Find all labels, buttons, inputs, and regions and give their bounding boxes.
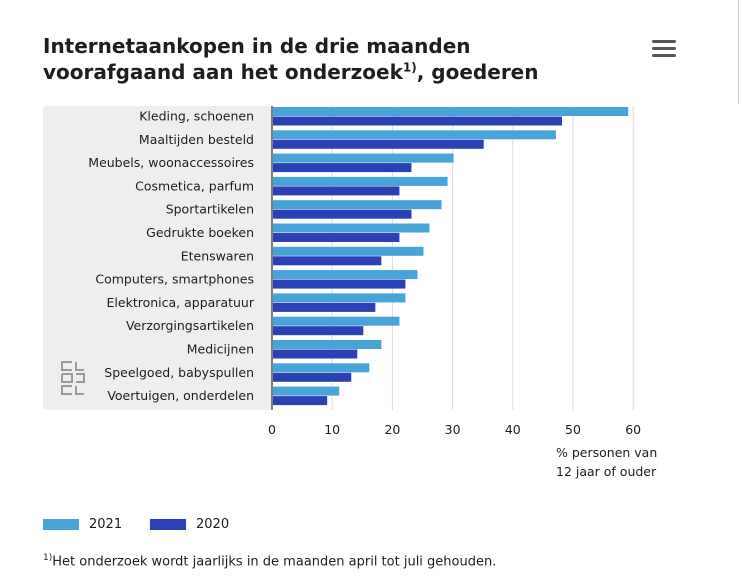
bar-chart: Kleding, schoenen Maaltijden besteld Meube… [43,106,657,479]
footnote-marker: 1) [43,553,53,563]
bar-2021 [273,153,454,163]
category-label: Speelgoed, babyspullen [104,365,254,380]
label-panel [43,106,272,410]
legend-label-2020: 2020 [196,517,230,532]
x-tick-label: 20 [384,422,400,437]
bar-2021 [273,386,340,396]
category-label: Maaltijden besteld [139,132,254,147]
bar-2020 [273,372,352,382]
cbs-logo-icon [61,361,85,395]
bar-2020 [273,139,484,149]
x-tick-label: 60 [625,422,641,437]
category-label: Computers, smartphones [95,272,254,287]
bars [273,107,629,406]
bar-2021 [273,316,400,326]
menu-bar [652,54,676,57]
bar-2021 [273,270,418,280]
bar-2020 [273,279,406,289]
legend-swatch-2021 [43,519,79,530]
hamburger-menu-icon[interactable] [652,40,676,60]
bar-2020 [273,326,364,336]
x-axis-label-line-2: 12 jaar of ouder [556,464,657,479]
legend-item-2021[interactable]: 2021 [43,517,122,532]
category-label: Medicijnen [187,342,254,357]
category-label: Gedrukte boeken [146,225,254,240]
bar-2021 [273,176,448,186]
legend-label-2021: 2021 [89,517,123,532]
x-tick-label: 10 [324,422,340,437]
category-label: Meubels, woonaccessoires [88,155,254,170]
category-label: Cosmetica, parfum [135,178,254,193]
bar-2020 [273,209,412,219]
chart-title: Internetaankopen in de drie maanden voor… [43,33,603,85]
x-tick-label: 50 [565,422,581,437]
bar-2020 [273,349,358,359]
title-footnote-marker: 1) [402,60,417,75]
x-tick-label: 30 [445,422,461,437]
bar-2021 [273,340,382,349]
category-label: Elektronica, apparatuur [107,295,255,310]
bar-2020 [273,116,562,126]
legend-item-2020[interactable]: 2020 [150,517,229,532]
bar-2020 [273,256,382,266]
bar-2021 [273,107,629,116]
bar-2020 [273,163,412,173]
bar-2021 [273,200,442,210]
legend-swatch-2020 [150,519,186,530]
bar-2021 [273,363,370,373]
footnote: 1)Het onderzoek wordt jaarlijks in de ma… [43,553,496,569]
bar-2021 [273,293,406,303]
page-edge-divider [738,0,742,104]
x-axis-label-line-1: % personen van [556,445,657,460]
category-label: Verzorgingsartikelen [126,318,254,333]
footnote-text: Het onderzoek wordt jaarlijks in de maan… [52,554,497,570]
x-tick-labels: 0 10 20 30 40 50 60 [268,422,641,437]
bar-2021 [273,246,424,256]
category-label: Kleding, schoenen [139,109,254,124]
bar-2021 [273,223,430,233]
title-line-1: Internetaankopen in de drie maanden [43,34,471,58]
category-label: Voertuigen, onderdelen [107,388,254,403]
x-tick-label: 40 [505,422,521,437]
menu-bar [652,40,676,43]
bar-2020 [273,396,328,406]
bar-2020 [273,302,376,312]
bar-2021 [273,130,556,140]
x-tick-label: 0 [268,422,276,437]
category-label: Sportartikelen [166,202,254,217]
menu-bar [652,47,676,50]
title-line-2: voorafgaand aan het onderzoek [43,60,403,84]
bar-2020 [273,233,400,242]
title-line-2-suffix: , goederen [416,60,539,84]
category-label: Etenswaren [181,248,254,263]
category-labels: Kleding, schoenen Maaltijden besteld Meube… [88,109,255,404]
bar-2020 [273,186,400,196]
